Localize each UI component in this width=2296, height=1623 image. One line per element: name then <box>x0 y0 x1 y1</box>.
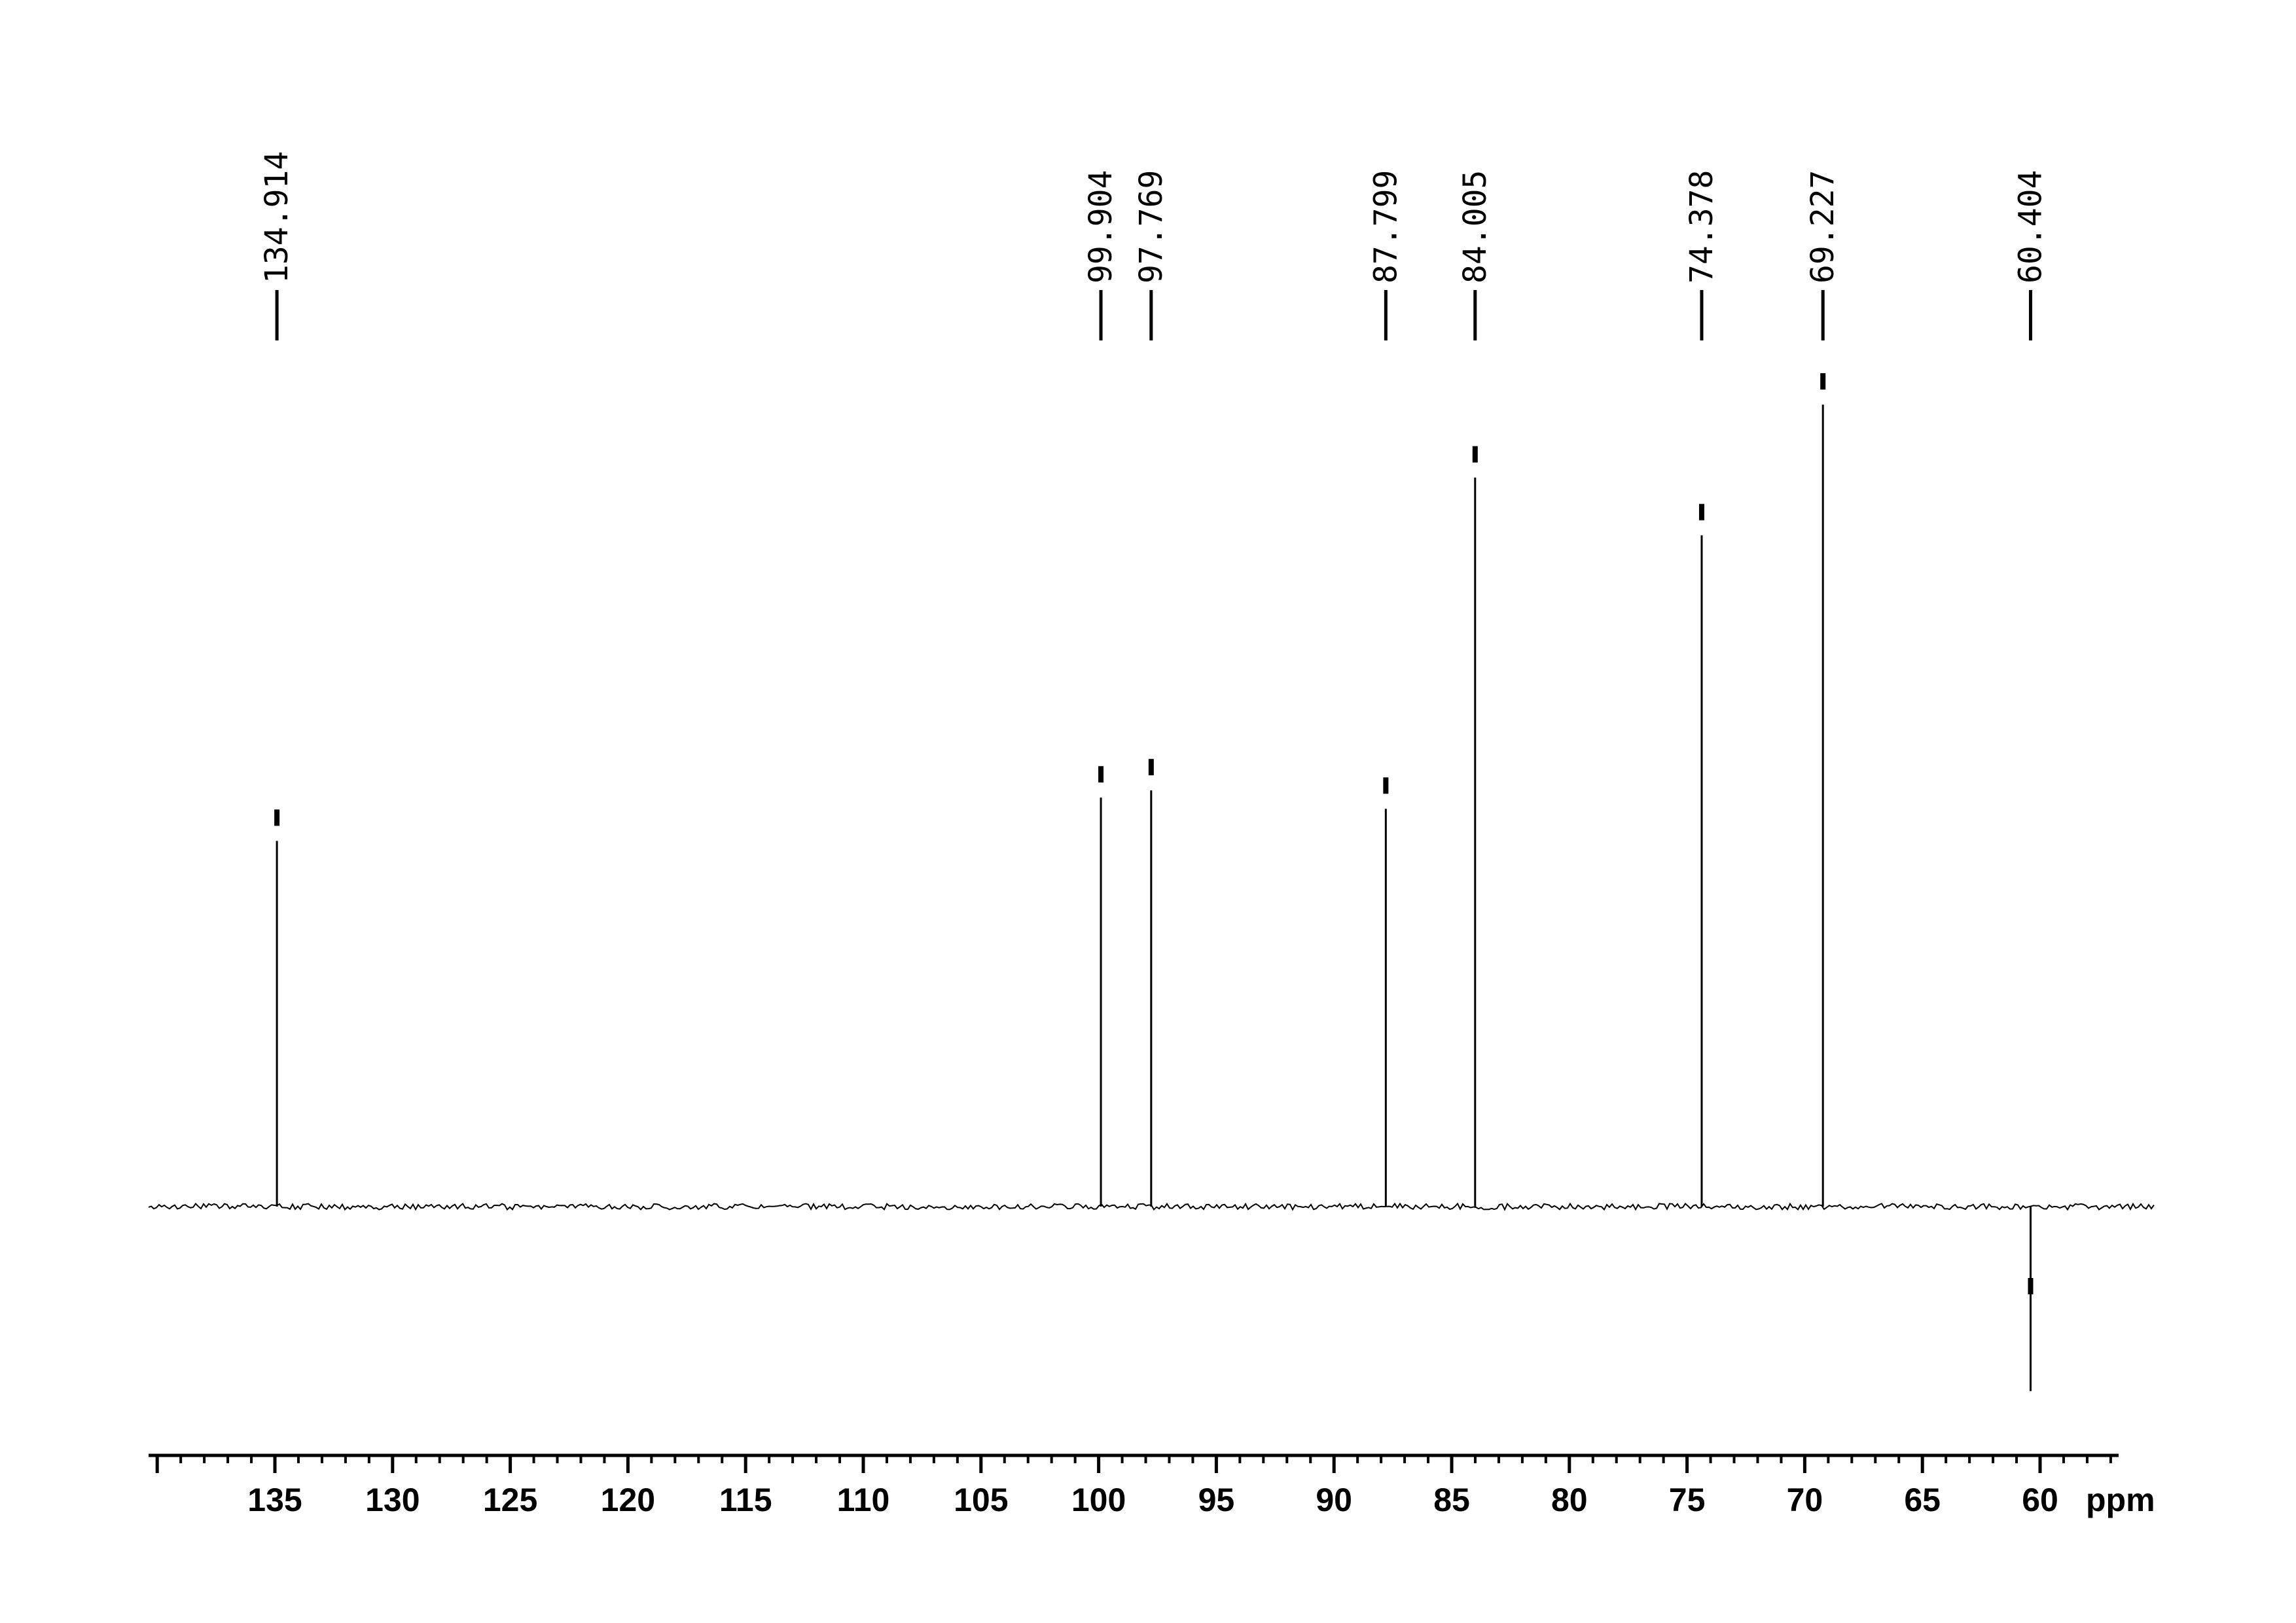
x-axis-tick-labels: 135 130 125 120 115 110 105 100 95 90 85 80 75 70 65 60 <box>247 1482 2058 1518</box>
peak-label: 99.904 <box>1083 170 1119 283</box>
peak-label: 97.769 <box>1133 170 1170 283</box>
peak-label: 134.914 <box>259 151 295 283</box>
peak-labels: 134.914 99.904 97.769 87.799 84.005 74.378 69.… <box>259 151 2049 283</box>
axis-tick-label: 65 <box>1904 1482 1941 1518</box>
axis-tick-label: 75 <box>1669 1482 1706 1518</box>
peak-marker-dashes <box>274 373 2034 1294</box>
x-axis-unit-label: ppm <box>2086 1482 2155 1518</box>
axis-tick-label: 115 <box>719 1482 772 1518</box>
axis-tick-label: 60 <box>2022 1482 2058 1518</box>
x-axis <box>149 1453 2119 1473</box>
axis-tick-label: 80 <box>1551 1482 1588 1518</box>
axis-tick-label: 110 <box>837 1482 890 1518</box>
axis-tick-label: 105 <box>954 1482 1008 1518</box>
peak-label: 60.404 <box>2012 170 2049 283</box>
axis-tick-label: 100 <box>1071 1482 1126 1518</box>
axis-tick-label: 90 <box>1316 1482 1352 1518</box>
peak-label-connectors <box>275 290 2032 340</box>
peak-label: 84.005 <box>1457 170 1494 283</box>
axis-tick-label: 95 <box>1198 1482 1235 1518</box>
axis-tick-label: 120 <box>601 1482 655 1518</box>
axis-tick-label: 135 <box>247 1482 302 1518</box>
axis-tick-label: 130 <box>365 1482 420 1518</box>
axis-tick-label: 70 <box>1787 1482 1823 1518</box>
peak-lines <box>276 405 2032 1391</box>
axis-tick-label: 125 <box>483 1482 537 1518</box>
peak-label: 87.799 <box>1367 170 1404 283</box>
peak-label: 69.227 <box>1804 170 1841 283</box>
peak-label: 74.378 <box>1683 170 1720 283</box>
axis-tick-label: 85 <box>1433 1482 1470 1518</box>
